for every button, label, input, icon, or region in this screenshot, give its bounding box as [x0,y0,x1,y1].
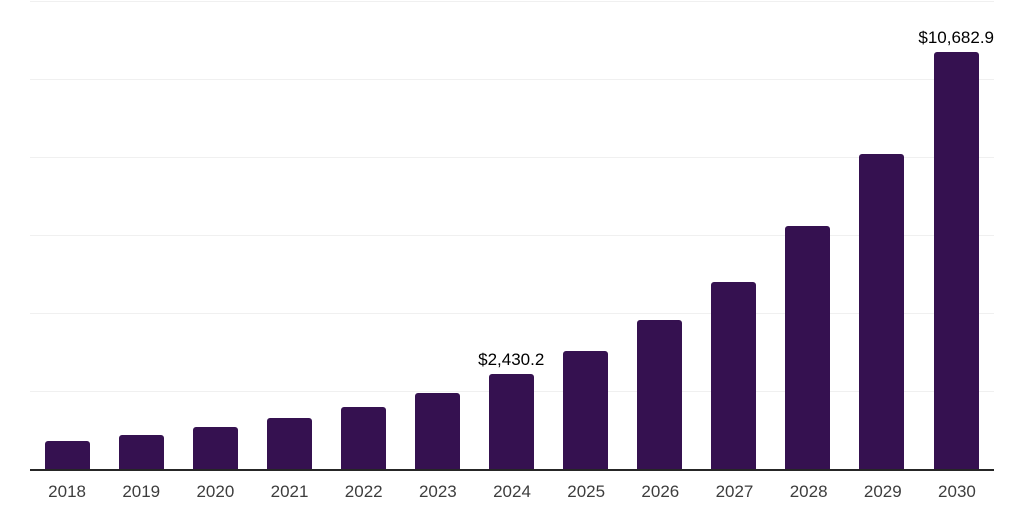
bar-slot-2023 [400,1,474,469]
bar-value-label-2030: $10,682.9 [918,28,995,48]
gridline-6000 [30,235,994,236]
bar-slot-2018 [30,1,104,469]
bar-slot-2022 [326,1,400,469]
bar-2020 [192,426,238,469]
x-tick-label-2025: 2025 [567,482,606,501]
plot-area: $2,430.2 $10,682.9 [30,1,994,471]
bar-slot-2021 [252,1,326,469]
x-tick-label-2021: 2021 [270,482,309,501]
x-tick-label-2020: 2020 [196,482,235,501]
bar-2029 [858,153,904,469]
bar-2023 [414,392,460,469]
x-tick-label-2024: 2024 [493,482,531,501]
x-axis: 2018 2019 2020 2021 2022 2023 2024 2025 2026 2027… [30,482,994,502]
bar-2022 [340,407,386,469]
x-tick-label-2027: 2027 [715,482,754,501]
bar-slot-2019 [104,1,178,469]
gridline-12000 [30,1,994,2]
x-tick-label-2028: 2028 [789,482,828,501]
bar-value-label-2024: $2,430.2 [478,350,545,370]
x-tick-label-2026: 2026 [641,482,680,501]
bar-2019 [118,435,164,469]
bar-2028 [784,226,830,469]
bar-2018 [44,441,90,469]
x-tick-label-2030: 2030 [938,482,976,501]
bar-slot-2028 [770,1,844,469]
x-tick-label-2029: 2029 [863,482,902,501]
bar-slot-2029 [844,1,918,469]
gridline-4000 [30,313,994,314]
bar-2021 [266,417,312,469]
bar-slot-2026 [622,1,696,469]
bar-2026 [636,320,682,469]
bar-slot-2025 [548,1,622,469]
bar-slot-2030: $10,682.9 [918,1,994,469]
x-tick-label-2022: 2022 [344,482,383,501]
bars-container: $2,430.2 $10,682.9 [30,1,994,469]
bar-slot-2020 [178,1,252,469]
bar-2024 [488,374,534,469]
bar-slot-2024: $2,430.2 [474,1,548,469]
bar-2027 [710,282,756,469]
x-tick-label-2018: 2018 [48,482,86,501]
gridline-8000 [30,157,994,158]
bar-2030 [933,52,979,469]
x-tick-label-2023: 2023 [418,482,457,501]
x-tick-label-2019: 2019 [122,482,161,501]
gridline-10000 [30,79,994,80]
bar-slot-2027 [696,1,770,469]
bar-2025 [562,350,608,469]
